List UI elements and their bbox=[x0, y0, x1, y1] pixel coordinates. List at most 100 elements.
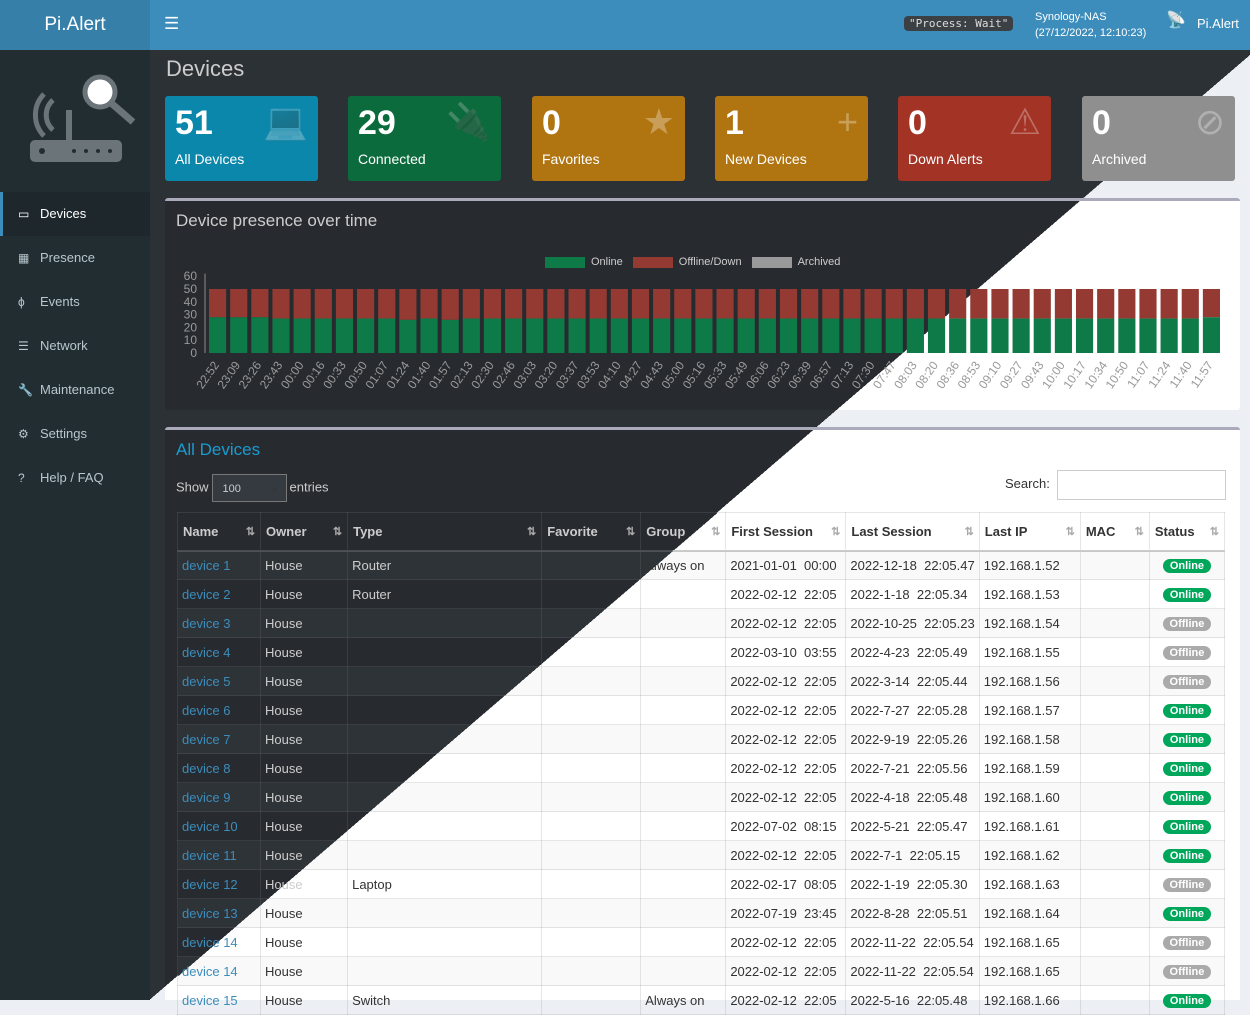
bar-online[interactable] bbox=[1054, 318, 1072, 353]
bar-online[interactable] bbox=[970, 318, 988, 353]
entries-select[interactable]: 100 ⌄ bbox=[211, 474, 287, 502]
tile-connected[interactable]: 29 Connected 🔌 bbox=[348, 96, 501, 181]
table-row[interactable]: device 15 House Switch Always on 2022-02-12 … bbox=[176, 985, 1226, 1015]
bar-online[interactable] bbox=[1202, 317, 1220, 353]
table-row[interactable]: device 6 House 2022-02-12 22:05 2022-7-27 2… bbox=[176, 695, 1226, 725]
user-menu[interactable]: Pi.Alert bbox=[1197, 16, 1239, 31]
device-link[interactable]: device 13 bbox=[182, 905, 238, 921]
legend-online[interactable]: Online bbox=[545, 256, 623, 268]
sidebar-item-presence[interactable]: ▦ Presence bbox=[0, 236, 150, 280]
bar-online[interactable] bbox=[399, 319, 417, 353]
bar-online[interactable] bbox=[293, 318, 311, 353]
column-header-first-session[interactable]: First Session ⇅ bbox=[725, 512, 847, 552]
device-link[interactable]: device 5 bbox=[182, 673, 231, 689]
column-header-last-ip[interactable]: Last IP ⇅ bbox=[978, 512, 1081, 552]
bar-offline-down[interactable] bbox=[526, 289, 544, 319]
column-header-type[interactable]: Type ⇅ bbox=[347, 512, 543, 552]
bar-online[interactable] bbox=[272, 318, 290, 353]
tile-down-alerts[interactable]: 0 Down Alerts ⚠ bbox=[898, 96, 1051, 181]
bar-offline-down[interactable] bbox=[1033, 289, 1051, 319]
search-input[interactable] bbox=[1057, 470, 1226, 500]
device-link[interactable]: device 10 bbox=[182, 818, 238, 834]
table-row[interactable]: device 4 House 2022-03-10 03:55 2022-4-23 2… bbox=[176, 637, 1226, 667]
column-header-owner[interactable]: Owner ⇅ bbox=[260, 512, 349, 552]
bar-offline-down[interactable] bbox=[357, 289, 375, 319]
bar-online[interactable] bbox=[991, 318, 1009, 353]
bar-online[interactable] bbox=[1075, 318, 1094, 353]
hamburger-icon[interactable]: ☰ bbox=[164, 14, 180, 33]
bar-offline-down[interactable] bbox=[568, 289, 586, 319]
bar-offline-down[interactable] bbox=[737, 289, 755, 319]
sort-icon[interactable]: ⇅ bbox=[1134, 526, 1144, 538]
bar-offline-down[interactable] bbox=[653, 289, 671, 319]
bar-online[interactable] bbox=[314, 318, 332, 353]
bar-online[interactable] bbox=[949, 318, 967, 353]
bar-online[interactable] bbox=[251, 317, 269, 353]
sort-icon[interactable]: ⇅ bbox=[1065, 526, 1075, 538]
bar-offline-down[interactable] bbox=[843, 289, 861, 319]
sidebar-item-network[interactable]: ☰ Network bbox=[0, 324, 150, 368]
bar-online[interactable] bbox=[589, 318, 607, 353]
bar-offline-down[interactable] bbox=[1139, 289, 1157, 319]
bar-online[interactable] bbox=[357, 318, 375, 353]
column-header-name[interactable]: Name ⇅ bbox=[176, 512, 262, 552]
sort-icon[interactable]: ⇅ bbox=[1209, 526, 1219, 538]
bar-offline-down[interactable] bbox=[483, 289, 502, 319]
bar-online[interactable] bbox=[483, 318, 502, 353]
bar-online[interactable] bbox=[505, 318, 523, 353]
device-link[interactable]: device 12 bbox=[182, 876, 238, 892]
table-row[interactable]: device 1 House Router Always on 2021-01-01 0… bbox=[176, 550, 1226, 580]
bar-online[interactable] bbox=[864, 318, 882, 353]
table-row[interactable]: device 10 House 2022-07-02 08:15 2022-5-21 … bbox=[176, 811, 1226, 841]
bar-offline-down[interactable] bbox=[378, 289, 396, 319]
table-row[interactable]: device 12 House Laptop 2022-02-17 08:05 2022… bbox=[176, 869, 1226, 899]
tile-favorites[interactable]: 0 Favorites ★ bbox=[532, 96, 685, 181]
bar-offline-down[interactable] bbox=[1202, 289, 1220, 318]
bar-offline-down[interactable] bbox=[864, 289, 882, 319]
tile-archived[interactable]: 0 Archived ⊘ bbox=[1082, 96, 1235, 181]
bar-offline-down[interactable] bbox=[314, 289, 332, 319]
bar-online[interactable] bbox=[822, 318, 840, 353]
bar-offline-down[interactable] bbox=[610, 289, 628, 319]
bar-offline-down[interactable] bbox=[631, 289, 650, 319]
bar-online[interactable] bbox=[631, 318, 650, 353]
bar-offline-down[interactable] bbox=[970, 289, 988, 319]
device-link[interactable]: device 14 bbox=[182, 963, 238, 979]
bar-online[interactable] bbox=[1033, 318, 1051, 353]
tile-new-devices[interactable]: 1 New Devices + bbox=[715, 96, 868, 181]
bar-offline-down[interactable] bbox=[758, 289, 776, 319]
sidebar-item-maintenance[interactable]: 🔧 Maintenance bbox=[0, 368, 150, 412]
sidebar-item-devices[interactable]: ▭ Devices bbox=[0, 192, 150, 236]
bar-online[interactable] bbox=[1097, 318, 1115, 353]
table-row[interactable]: device 14 House 2022-02-12 22:05 2022-11-22… bbox=[176, 927, 1226, 957]
bar-online[interactable] bbox=[209, 317, 227, 353]
bar-offline-down[interactable] bbox=[1012, 289, 1030, 319]
bar-online[interactable] bbox=[1181, 318, 1199, 353]
sort-icon[interactable]: ⇅ bbox=[626, 526, 636, 538]
sort-icon[interactable]: ⇅ bbox=[332, 526, 343, 538]
device-link[interactable]: device 1 bbox=[182, 557, 231, 573]
sort-icon[interactable]: ⇅ bbox=[964, 526, 974, 538]
bar-online[interactable] bbox=[653, 318, 671, 353]
device-link[interactable]: device 9 bbox=[182, 789, 231, 805]
bar-offline-down[interactable] bbox=[885, 289, 903, 319]
bar-offline-down[interactable] bbox=[547, 289, 565, 319]
device-link[interactable]: device 11 bbox=[182, 847, 237, 863]
bar-online[interactable] bbox=[1118, 318, 1136, 353]
device-link[interactable]: device 4 bbox=[182, 644, 231, 660]
table-row[interactable]: device 8 House 2022-02-12 22:05 2022-7-21 2… bbox=[176, 753, 1226, 783]
bar-offline-down[interactable] bbox=[822, 289, 840, 319]
column-header-favorite[interactable]: Favorite ⇅ bbox=[541, 512, 642, 552]
bar-offline-down[interactable] bbox=[589, 289, 607, 319]
bar-offline-down[interactable] bbox=[991, 289, 1009, 319]
bar-offline-down[interactable] bbox=[420, 289, 438, 319]
bar-offline-down[interactable] bbox=[272, 289, 290, 319]
bar-online[interactable] bbox=[906, 318, 924, 353]
bar-offline-down[interactable] bbox=[927, 289, 946, 319]
column-header-status[interactable]: Status ⇅ bbox=[1148, 512, 1226, 552]
bar-online[interactable] bbox=[779, 318, 798, 353]
bar-online[interactable] bbox=[1012, 318, 1030, 353]
bar-offline-down[interactable] bbox=[230, 289, 248, 318]
bar-offline-down[interactable] bbox=[441, 289, 459, 320]
bar-offline-down[interactable] bbox=[949, 289, 967, 319]
